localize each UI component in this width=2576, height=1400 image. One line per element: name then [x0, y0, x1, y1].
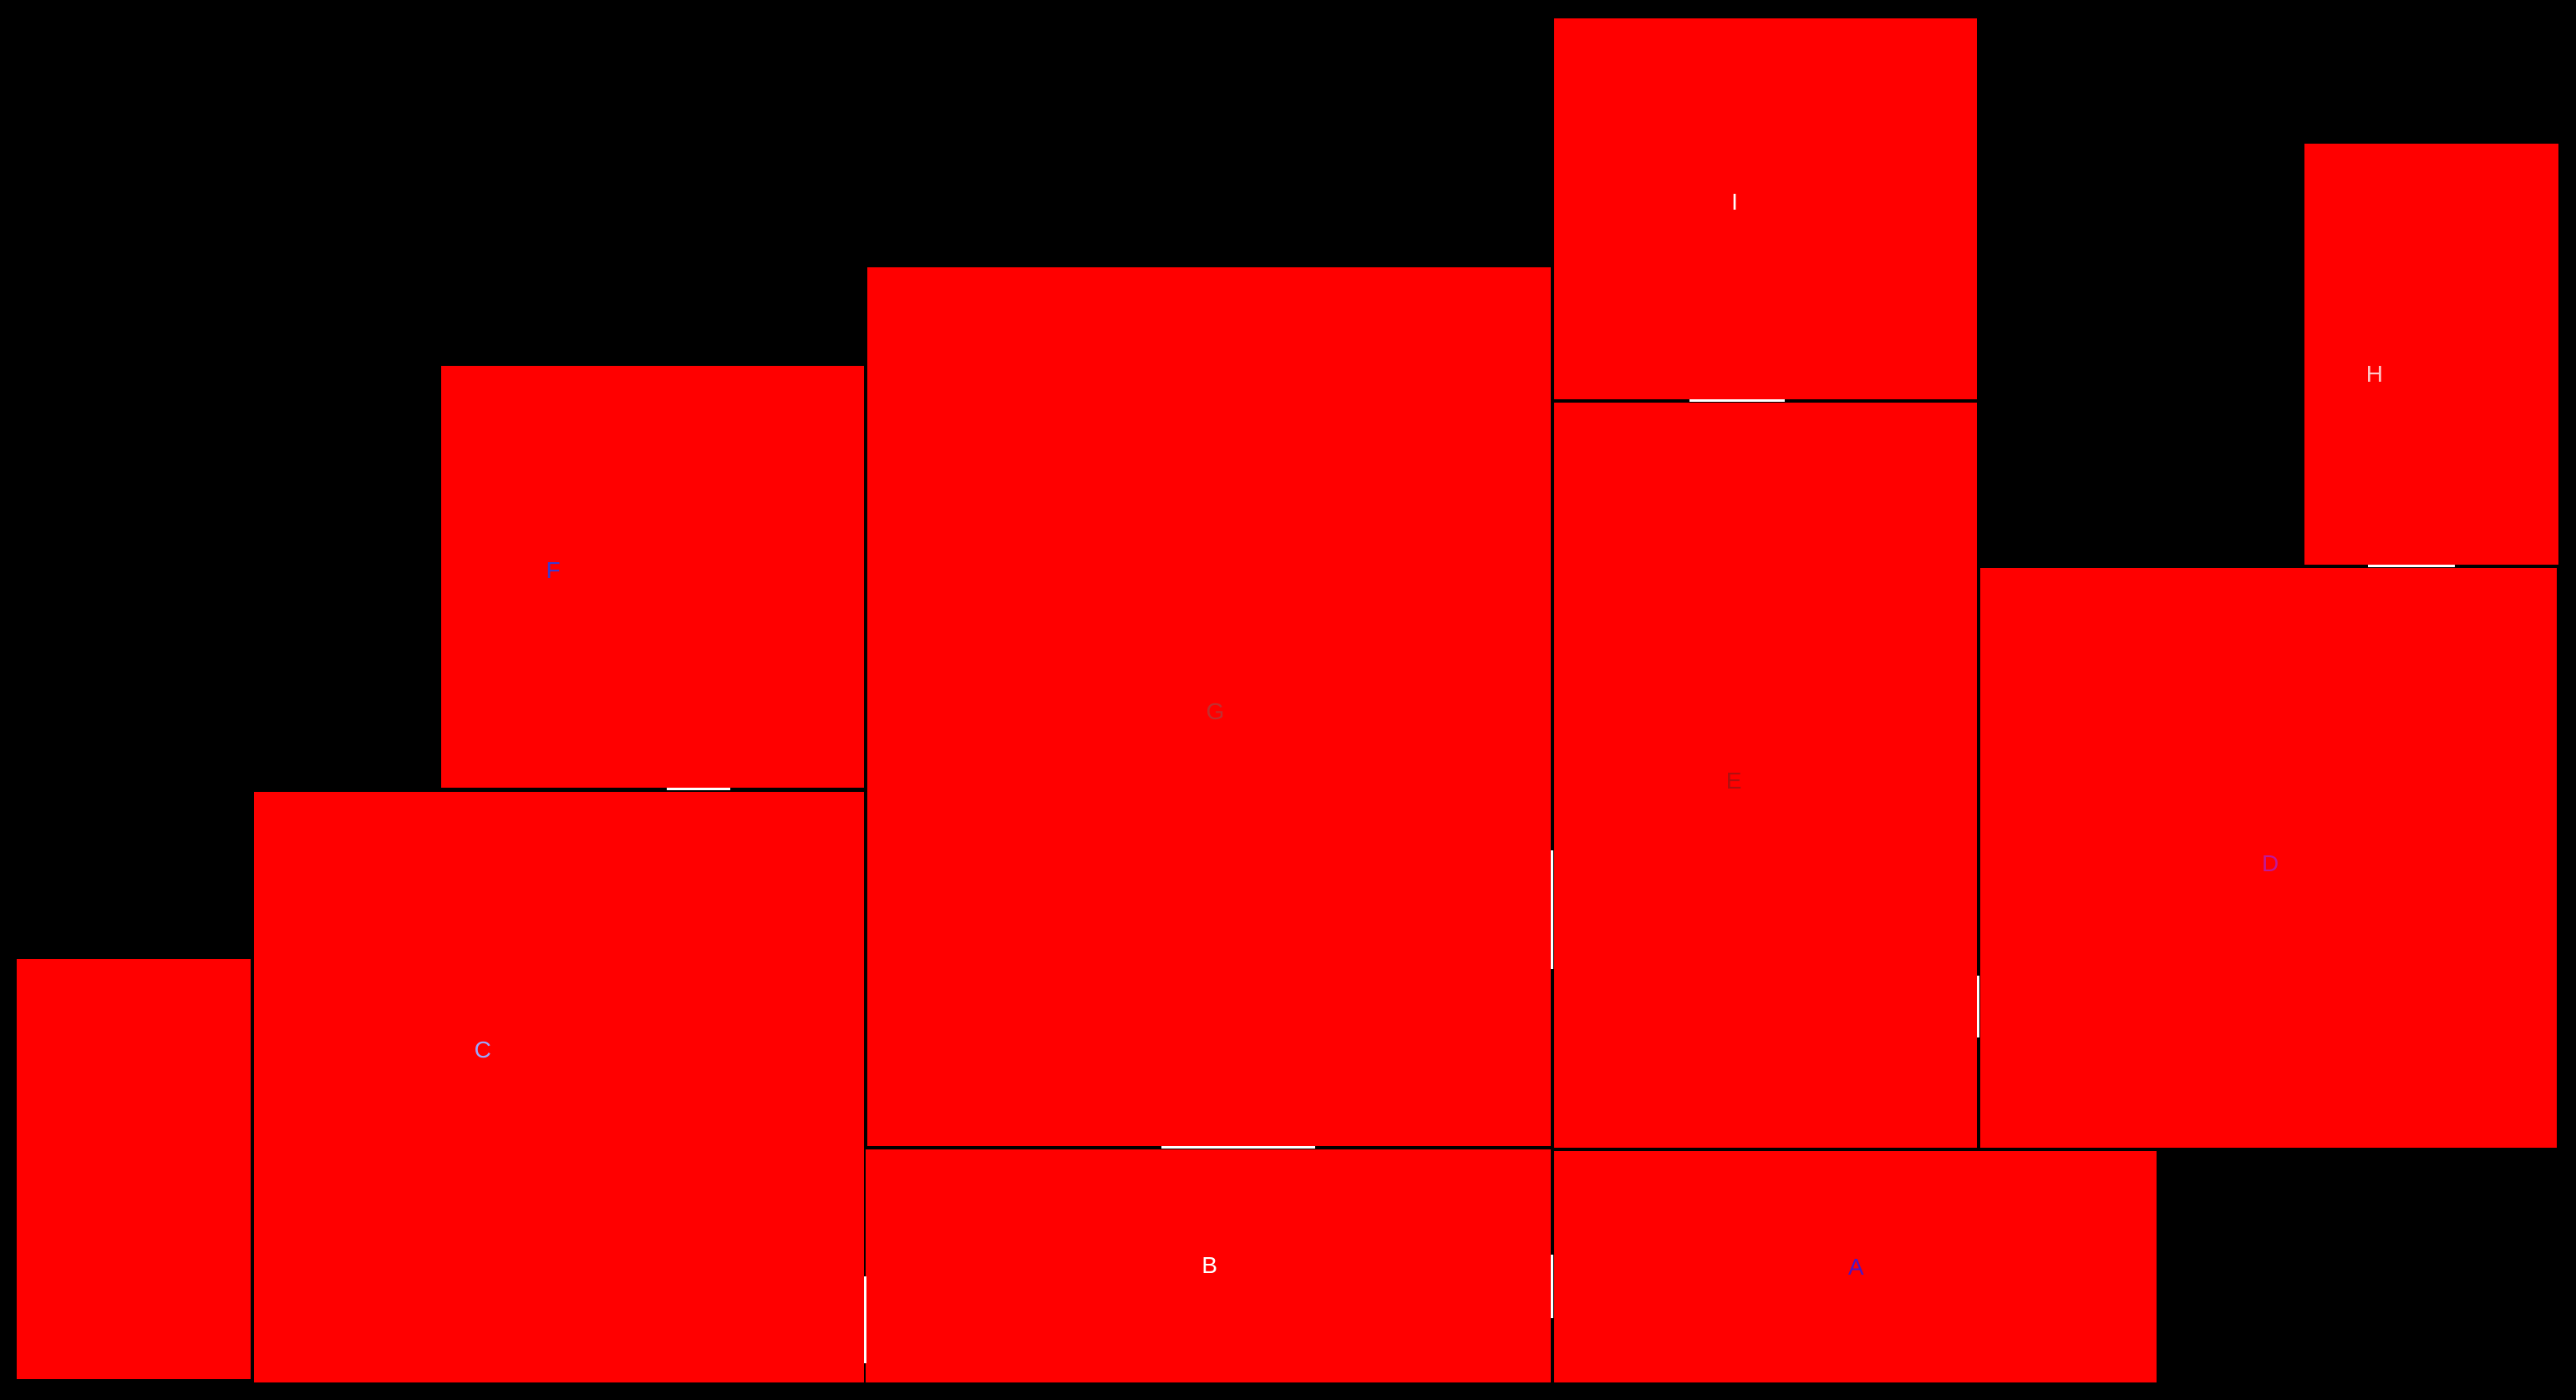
room-f: F: [441, 366, 864, 788]
room-i: I: [1554, 18, 1977, 399]
door-marker: [1551, 850, 1553, 969]
door-marker: [864, 1276, 866, 1363]
room-c: C: [254, 792, 864, 1382]
room-a: A: [1554, 1151, 2157, 1382]
door-marker: [2368, 565, 2455, 567]
door-marker: [667, 788, 730, 790]
door-marker: [1977, 976, 1979, 1037]
room-label-c: C: [474, 1036, 491, 1063]
room-e: E: [1554, 403, 1977, 1148]
room-g: G: [867, 267, 1551, 1146]
room-label-f: F: [546, 557, 561, 584]
door-marker: [1689, 399, 1785, 402]
room-label-a: A: [1847, 1254, 1864, 1281]
door-marker: [1161, 1146, 1315, 1149]
room-h: H: [2304, 144, 2558, 565]
room-label-e: E: [1725, 768, 1742, 794]
room-unlabeled: [17, 959, 251, 1379]
room-label-h: H: [2365, 361, 2384, 388]
room-b: B: [866, 1149, 1551, 1382]
room-d: D: [1980, 568, 2557, 1148]
room-label-i: I: [1731, 188, 1738, 215]
door-marker: [1551, 1255, 1553, 1318]
room-label-g: G: [1206, 698, 1225, 725]
room-label-d: D: [2261, 850, 2279, 876]
room-label-b: B: [1202, 1251, 1217, 1278]
